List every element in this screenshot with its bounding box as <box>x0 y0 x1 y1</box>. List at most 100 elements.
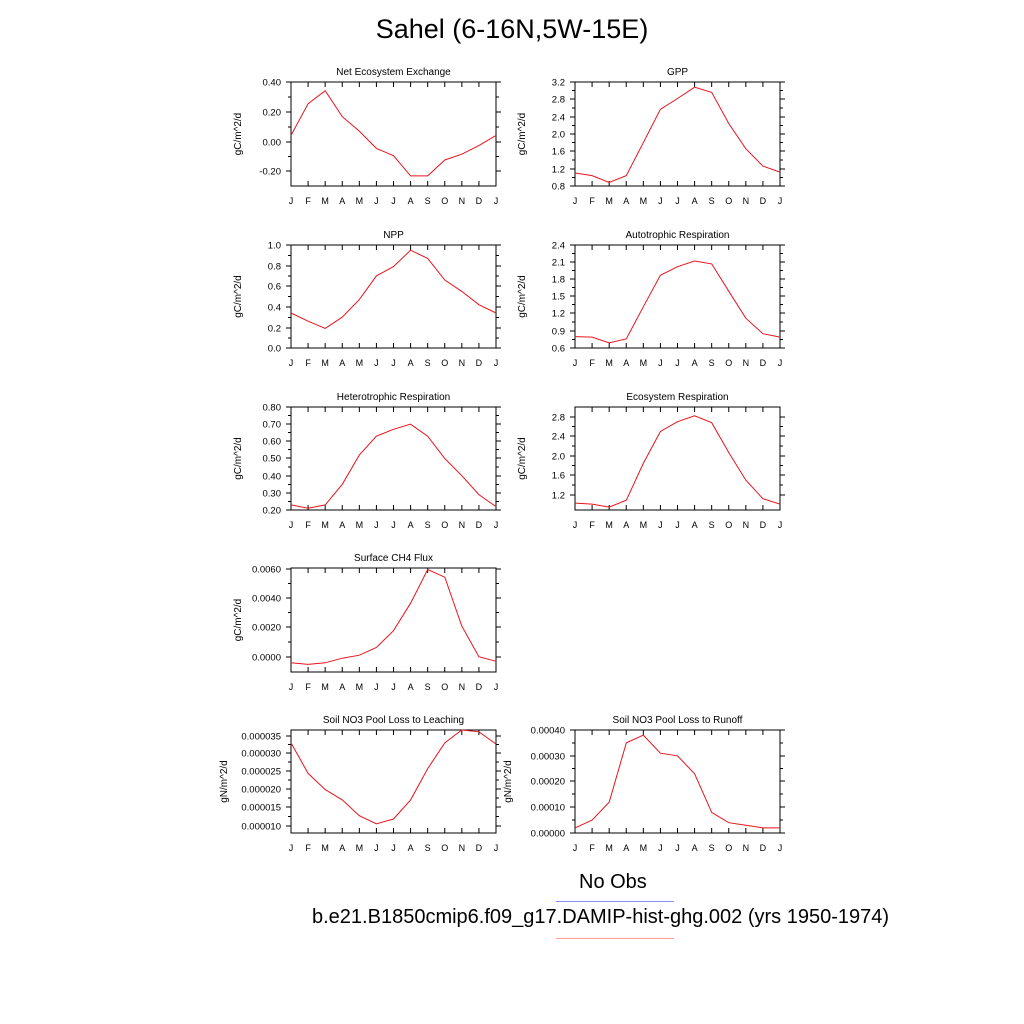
x-tick-label: M <box>605 358 613 368</box>
x-tick-label: O <box>725 196 732 206</box>
x-tick-label: J <box>573 358 578 368</box>
x-tick-label: J <box>494 520 499 530</box>
series-line <box>290 89 497 177</box>
panel-title: Surface CH4 Flux <box>354 553 433 564</box>
x-tick-label: N <box>743 196 750 206</box>
x-tick-label: S <box>425 196 431 206</box>
x-tick-label: O <box>725 520 732 530</box>
y-tick-label: 0.00000 <box>531 829 565 840</box>
x-tick-label: J <box>778 520 783 530</box>
y-tick-label: 1.6 <box>552 147 565 158</box>
y-tick-label: 0.9 <box>552 327 565 338</box>
y-tick-label: 2.1 <box>552 258 565 269</box>
x-tick-label: J <box>391 358 396 368</box>
x-tick-label: A <box>692 358 698 368</box>
x-tick-label: S <box>425 682 431 692</box>
x-tick-label: A <box>408 520 414 530</box>
y-tick-label: 0.30 <box>263 489 282 500</box>
x-tick-label: J <box>289 520 294 530</box>
x-tick-label: S <box>425 843 431 853</box>
y-tick-label: 0.0040 <box>252 594 281 605</box>
series-line <box>290 568 497 665</box>
plot-frame <box>290 567 497 673</box>
x-tick-label: S <box>425 358 431 368</box>
y-tick-label: 0.80 <box>263 403 282 414</box>
y-tick-label: 1.2 <box>552 165 565 176</box>
x-tick-label: J <box>391 843 396 853</box>
y-axis-label: gC/m^2/d <box>233 275 244 318</box>
x-tick-label: A <box>408 196 414 206</box>
x-tick-label: A <box>623 520 629 530</box>
y-tick-label: 0.00030 <box>531 752 565 763</box>
y-tick-label: 0.000025 <box>241 767 281 778</box>
series-line <box>290 249 497 329</box>
x-tick-label: F <box>305 358 311 368</box>
x-tick-label: A <box>692 520 698 530</box>
obs-legend-line <box>556 901 674 902</box>
x-tick-label: M <box>356 843 364 853</box>
x-tick-label: M <box>640 843 648 853</box>
x-tick-label: S <box>709 843 715 853</box>
x-tick-label: A <box>692 843 698 853</box>
y-tick-label: 2.8 <box>552 95 565 106</box>
page-title: Sahel (6-16N,5W-15E) <box>375 14 649 44</box>
x-tick-label: A <box>692 196 698 206</box>
x-tick-label: J <box>374 196 379 206</box>
y-axis-label: gC/m^2/d <box>233 599 244 642</box>
x-tick-label: D <box>476 196 483 206</box>
y-tick-label: 2.4 <box>552 432 565 443</box>
x-tick-label: N <box>459 520 466 530</box>
x-tick-label: F <box>305 682 311 692</box>
y-tick-label: 0.70 <box>263 420 282 431</box>
model-legend-label: b.e21.B1850cmip6.f09_g17.DAMIP-hist-ghg.… <box>312 906 890 928</box>
x-tick-label: M <box>605 196 613 206</box>
x-tick-label: N <box>459 682 466 692</box>
x-tick-label: N <box>459 196 466 206</box>
y-axis-label: gC/m^2/d <box>517 113 528 156</box>
x-tick-label: M <box>356 196 364 206</box>
x-tick-label: M <box>640 358 648 368</box>
plot-frame <box>290 81 497 187</box>
y-tick-label: 1.6 <box>552 471 565 482</box>
series-line <box>574 86 781 184</box>
y-tick-label: 0.000020 <box>241 785 281 796</box>
panel-title: Heterotrophic Respiration <box>337 392 450 403</box>
model-legend-line <box>556 938 674 939</box>
x-tick-label: O <box>441 843 448 853</box>
x-tick-label: J <box>289 843 294 853</box>
x-tick-label: J <box>374 843 379 853</box>
x-tick-label: M <box>321 682 329 692</box>
series-line <box>574 260 781 344</box>
y-tick-label: 0.0000 <box>252 653 281 664</box>
y-axis-label: gC/m^2/d <box>517 275 528 318</box>
x-tick-label: S <box>425 520 431 530</box>
y-tick-label: 0.00020 <box>531 777 565 788</box>
y-tick-label: 0.40 <box>263 78 282 89</box>
y-tick-label: 0.8 <box>552 182 565 193</box>
y-axis-label: gN/m^2/d <box>219 760 230 803</box>
plot-frame <box>574 81 781 187</box>
x-tick-label: F <box>305 843 311 853</box>
x-tick-label: J <box>658 520 663 530</box>
plot-frame <box>574 406 781 511</box>
y-tick-label: 0.000030 <box>241 749 281 760</box>
y-tick-label: 1.8 <box>552 275 565 286</box>
x-tick-label: N <box>459 843 466 853</box>
y-tick-label: 2.4 <box>552 241 565 252</box>
x-tick-label: J <box>573 196 578 206</box>
y-axis-label: gC/m^2/d <box>517 437 528 480</box>
x-tick-label: F <box>305 520 311 530</box>
x-tick-label: J <box>675 843 680 853</box>
x-tick-label: J <box>494 358 499 368</box>
x-tick-label: S <box>709 196 715 206</box>
x-tick-label: A <box>339 682 345 692</box>
x-tick-label: D <box>476 520 483 530</box>
x-tick-label: A <box>623 843 629 853</box>
x-tick-label: D <box>760 358 767 368</box>
